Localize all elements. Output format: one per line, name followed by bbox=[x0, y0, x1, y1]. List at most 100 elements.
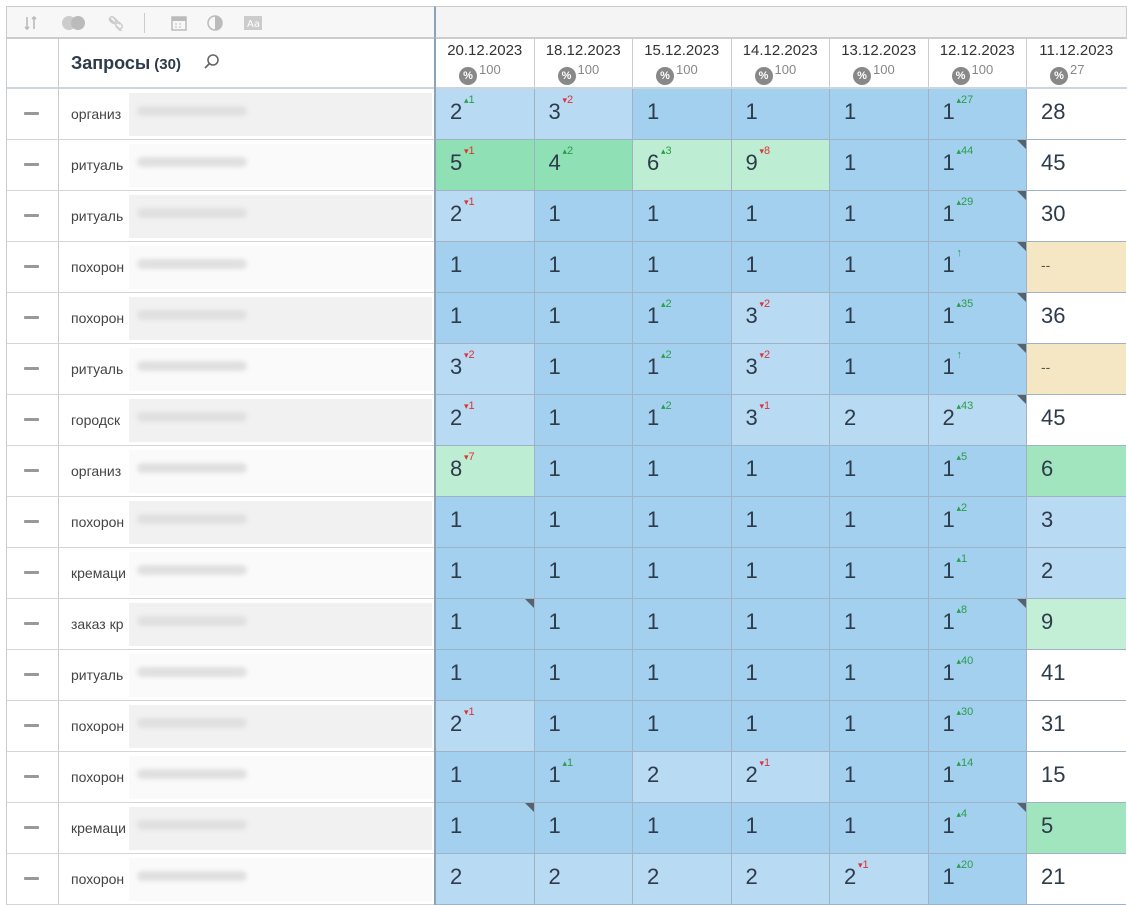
row-toggle-button[interactable] bbox=[7, 395, 59, 445]
position-cell[interactable]: 4 ▴2 bbox=[534, 140, 633, 191]
position-cell[interactable]: 36 bbox=[1027, 293, 1126, 344]
date-column-header[interactable]: 20.12.2023% 100 bbox=[436, 39, 535, 87]
position-cell[interactable]: 1 bbox=[830, 242, 929, 293]
position-cell[interactable]: 2 ▾1 bbox=[436, 191, 535, 242]
position-cell[interactable]: 1 bbox=[534, 803, 633, 854]
position-cell[interactable]: 30 bbox=[1027, 191, 1126, 242]
position-cell[interactable]: 1 bbox=[534, 497, 633, 548]
position-cell[interactable]: 1 ▴35 bbox=[928, 293, 1027, 344]
position-cell[interactable]: 31 bbox=[1027, 701, 1126, 752]
row-toggle-button[interactable] bbox=[7, 293, 59, 343]
calendar-icon[interactable] bbox=[171, 15, 187, 31]
position-cell[interactable]: 1 bbox=[436, 803, 535, 854]
position-cell[interactable]: 1 bbox=[731, 701, 830, 752]
position-cell[interactable]: 1 bbox=[534, 701, 633, 752]
position-cell[interactable]: 1 bbox=[633, 497, 732, 548]
position-cell[interactable]: 5 bbox=[1027, 803, 1126, 854]
position-cell[interactable]: 3 bbox=[1027, 497, 1126, 548]
position-cell[interactable]: 1 ▴1 bbox=[534, 752, 633, 803]
position-cell[interactable]: 1 ▴5 bbox=[928, 446, 1027, 497]
position-cell[interactable]: -- bbox=[1027, 242, 1126, 293]
position-cell[interactable]: 15 bbox=[1027, 752, 1126, 803]
date-column-header[interactable]: 13.12.2023% 100 bbox=[830, 39, 929, 87]
position-cell[interactable]: 1 bbox=[534, 599, 633, 650]
position-cell[interactable]: 28 bbox=[1027, 89, 1126, 140]
position-cell[interactable]: 1 ▴14 bbox=[928, 752, 1027, 803]
position-cell[interactable]: 1 bbox=[731, 548, 830, 599]
text-format-icon[interactable]: Aa bbox=[243, 15, 263, 31]
position-cell[interactable]: 2 bbox=[731, 854, 830, 905]
select-column-header[interactable] bbox=[7, 39, 59, 87]
position-cell[interactable]: 1 bbox=[830, 803, 929, 854]
position-cell[interactable]: 1 bbox=[731, 191, 830, 242]
position-cell[interactable]: 1 bbox=[534, 293, 633, 344]
position-cell[interactable]: 1 bbox=[534, 242, 633, 293]
link-icon[interactable] bbox=[107, 15, 127, 31]
row-toggle-button[interactable] bbox=[7, 650, 59, 700]
position-cell[interactable]: 5 ▾1 bbox=[436, 140, 535, 191]
row-toggle-button[interactable] bbox=[7, 854, 59, 904]
position-cell[interactable]: 1 ▴40 bbox=[928, 650, 1027, 701]
date-column-header[interactable]: 11.12.2023% 27 bbox=[1027, 39, 1126, 87]
position-cell[interactable]: 45 bbox=[1027, 395, 1126, 446]
position-cell[interactable]: 1 bbox=[830, 89, 929, 140]
row-toggle-button[interactable] bbox=[7, 191, 59, 241]
position-cell[interactable]: 2 bbox=[633, 854, 732, 905]
position-cell[interactable]: 21 bbox=[1027, 854, 1126, 905]
position-cell[interactable]: 1 bbox=[633, 446, 732, 497]
position-cell[interactable]: 1 bbox=[633, 89, 732, 140]
position-cell[interactable]: 3 ▾2 bbox=[436, 344, 535, 395]
row-toggle-button[interactable] bbox=[7, 599, 59, 649]
search-icon[interactable] bbox=[203, 53, 221, 71]
position-cell[interactable]: 41 bbox=[1027, 650, 1126, 701]
position-cell[interactable]: 1 bbox=[633, 548, 732, 599]
row-toggle-button[interactable] bbox=[7, 497, 59, 547]
position-cell[interactable]: 3 ▾1 bbox=[731, 395, 830, 446]
row-toggle-button[interactable] bbox=[7, 242, 59, 292]
position-cell[interactable]: 1 bbox=[633, 242, 732, 293]
position-cell[interactable]: 1 bbox=[436, 242, 535, 293]
date-column-header[interactable]: 14.12.2023% 100 bbox=[732, 39, 830, 87]
position-cell[interactable]: 3 ▾2 bbox=[534, 89, 633, 140]
position-cell[interactable]: 1 bbox=[830, 497, 929, 548]
position-cell[interactable]: 1 ↑ bbox=[928, 242, 1027, 293]
position-cell[interactable]: 1 bbox=[534, 548, 633, 599]
position-cell[interactable]: 1 bbox=[436, 650, 535, 701]
position-cell[interactable]: 1 bbox=[830, 344, 929, 395]
date-column-header[interactable]: 12.12.2023% 100 bbox=[929, 39, 1027, 87]
position-cell[interactable]: 1 bbox=[731, 497, 830, 548]
row-toggle-button[interactable] bbox=[7, 446, 59, 496]
position-cell[interactable]: 2 ▾1 bbox=[436, 395, 535, 446]
row-toggle-button[interactable] bbox=[7, 803, 59, 853]
position-cell[interactable]: 1 ▴2 bbox=[633, 395, 732, 446]
position-cell[interactable]: 1 ▴2 bbox=[633, 344, 732, 395]
position-cell[interactable]: 6 bbox=[1027, 446, 1126, 497]
row-toggle-button[interactable] bbox=[7, 548, 59, 598]
position-cell[interactable]: 1 bbox=[633, 803, 732, 854]
toggle-icon[interactable] bbox=[61, 15, 87, 31]
position-cell[interactable]: 1 bbox=[731, 89, 830, 140]
position-cell[interactable]: 6 ▴3 bbox=[633, 140, 732, 191]
position-cell[interactable]: 1 bbox=[830, 191, 929, 242]
position-cell[interactable]: 1 bbox=[830, 650, 929, 701]
position-cell[interactable]: 9 ▾8 bbox=[731, 140, 830, 191]
position-cell[interactable]: 1 bbox=[633, 701, 732, 752]
position-cell[interactable]: 1 bbox=[534, 650, 633, 701]
position-cell[interactable]: 1 bbox=[830, 701, 929, 752]
position-cell[interactable]: 1 bbox=[534, 344, 633, 395]
position-cell[interactable]: 1 bbox=[830, 599, 929, 650]
position-cell[interactable]: 1 ▴44 bbox=[928, 140, 1027, 191]
row-toggle-button[interactable] bbox=[7, 89, 59, 139]
position-cell[interactable]: 3 ▾2 bbox=[731, 293, 830, 344]
position-cell[interactable]: 2 bbox=[1027, 548, 1126, 599]
position-cell[interactable]: 1 bbox=[436, 497, 535, 548]
position-cell[interactable]: -- bbox=[1027, 344, 1126, 395]
row-toggle-button[interactable] bbox=[7, 701, 59, 751]
position-cell[interactable]: 1 bbox=[731, 650, 830, 701]
row-toggle-button[interactable] bbox=[7, 140, 59, 190]
position-cell[interactable]: 1 bbox=[830, 446, 929, 497]
position-cell[interactable]: 1 ▴8 bbox=[928, 599, 1027, 650]
date-column-header[interactable]: 15.12.2023% 100 bbox=[633, 39, 732, 87]
row-toggle-button[interactable] bbox=[7, 752, 59, 802]
date-column-header[interactable]: 18.12.2023% 100 bbox=[535, 39, 633, 87]
